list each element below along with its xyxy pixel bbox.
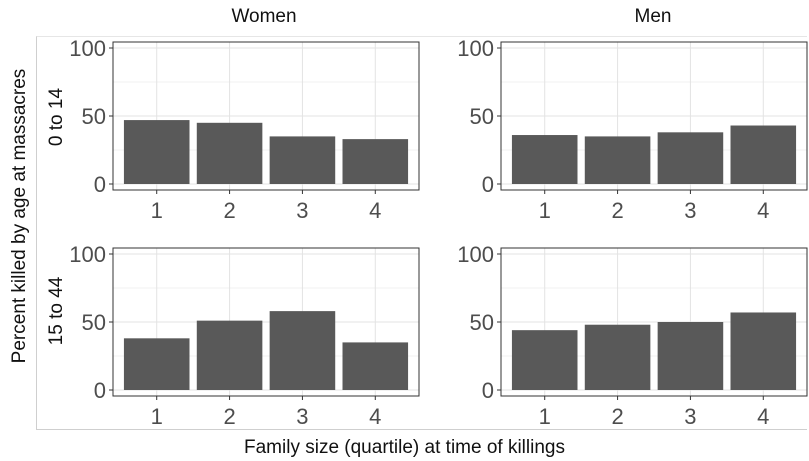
bar-men-age-0-14-q4 — [730, 125, 797, 184]
y-tick-label: 0 — [94, 378, 106, 403]
bar-women-age-15-44-q2 — [196, 320, 263, 390]
bar-men-age-0-14-q1 — [511, 135, 578, 184]
x-tick-label: 1 — [151, 198, 163, 223]
bar-women-age-15-44-q3 — [269, 311, 336, 390]
y-tick-label: 50 — [82, 104, 106, 129]
y-tick-label: 50 — [82, 310, 106, 335]
y-tick-label: 100 — [69, 242, 106, 267]
bar-women-age-0-14-q4 — [342, 139, 409, 184]
bar-men-age-0-14-q3 — [657, 132, 724, 184]
y-tick-label: 0 — [482, 378, 494, 403]
x-tick-label: 3 — [684, 198, 696, 223]
x-tick-label: 3 — [296, 404, 308, 429]
x-tick-label: 4 — [757, 404, 769, 429]
x-axis-label: Family size (quartile) at time of killin… — [244, 437, 565, 458]
bar-women-age-15-44-q4 — [342, 342, 409, 390]
y-tick-label: 0 — [482, 172, 494, 197]
bar-women-age-15-44-q1 — [123, 338, 190, 390]
x-tick-label: 1 — [539, 404, 551, 429]
y-tick-label: 50 — [470, 310, 494, 335]
bar-women-age-0-14-q2 — [196, 122, 263, 184]
x-tick-label: 2 — [611, 198, 623, 223]
x-tick-label: 2 — [223, 404, 235, 429]
y-tick-label: 100 — [69, 36, 106, 61]
x-tick-label: 4 — [369, 404, 381, 429]
x-tick-label: 1 — [539, 198, 551, 223]
bar-women-age-0-14-q1 — [123, 120, 190, 184]
bar-men-age-0-14-q2 — [584, 136, 651, 184]
figure-frame — [36, 36, 807, 430]
column-title-men: Men — [634, 6, 672, 27]
y-tick-label: 100 — [457, 36, 494, 61]
column-title-women: Women — [231, 6, 297, 27]
bar-men-age-15-44-q3 — [657, 322, 724, 390]
x-tick-label: 2 — [611, 404, 623, 429]
y-tick-label: 50 — [470, 104, 494, 129]
x-tick-label: 4 — [757, 198, 769, 223]
bar-men-age-15-44-q2 — [584, 324, 651, 390]
bar-men-age-15-44-q4 — [730, 312, 797, 390]
x-tick-label: 3 — [296, 198, 308, 223]
x-tick-label: 3 — [684, 404, 696, 429]
bar-men-age-15-44-q1 — [511, 330, 578, 390]
y-tick-label: 100 — [457, 242, 494, 267]
bar-women-age-0-14-q3 — [269, 136, 336, 184]
x-tick-label: 1 — [151, 404, 163, 429]
x-tick-label: 4 — [369, 198, 381, 223]
y-tick-label: 0 — [94, 172, 106, 197]
x-tick-label: 2 — [223, 198, 235, 223]
